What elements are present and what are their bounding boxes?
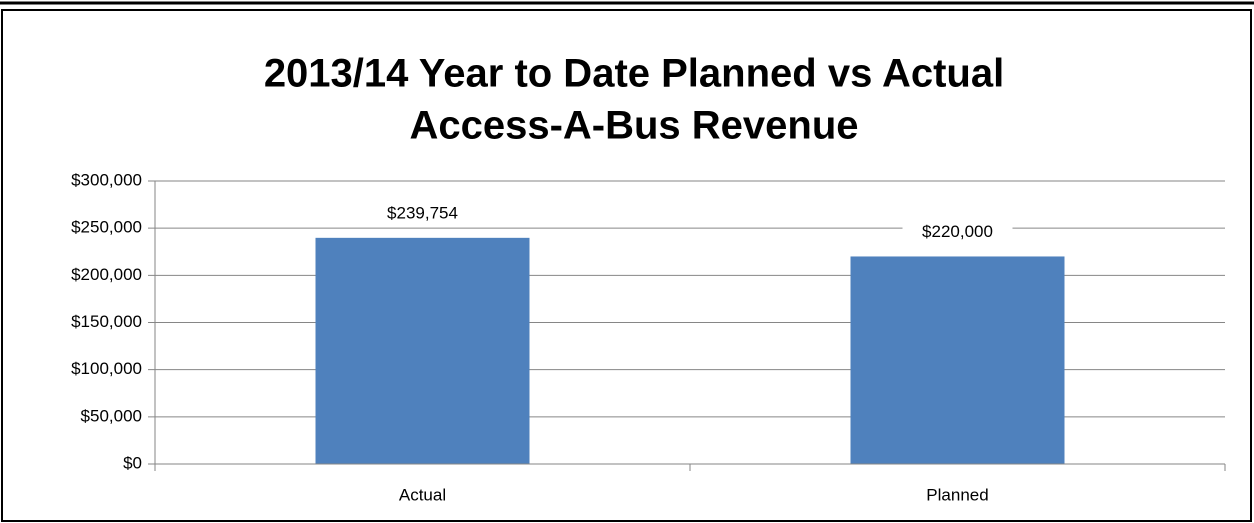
data-label: $239,754	[387, 203, 458, 222]
y-tick-label: $0	[123, 453, 142, 472]
bar	[850, 256, 1065, 464]
data-label-bg	[367, 201, 478, 226]
y-tick-label: $150,000	[71, 312, 142, 331]
y-tick-label: $300,000	[71, 170, 142, 189]
chart-title: Access-A-Bus Revenue	[409, 104, 858, 148]
y-tick-label: $200,000	[71, 265, 142, 284]
data-label: $220,000	[922, 222, 993, 241]
chart-title: 2013/14 Year to Date Planned vs Actual	[264, 52, 1004, 96]
bar	[315, 237, 530, 464]
x-tick-label: Planned	[926, 485, 988, 504]
x-tick-label: Actual	[399, 485, 446, 504]
y-tick-label: $100,000	[71, 359, 142, 378]
data-label-bg	[902, 220, 1013, 245]
y-tick-label: $50,000	[81, 406, 142, 425]
y-tick-label: $250,000	[71, 218, 142, 237]
